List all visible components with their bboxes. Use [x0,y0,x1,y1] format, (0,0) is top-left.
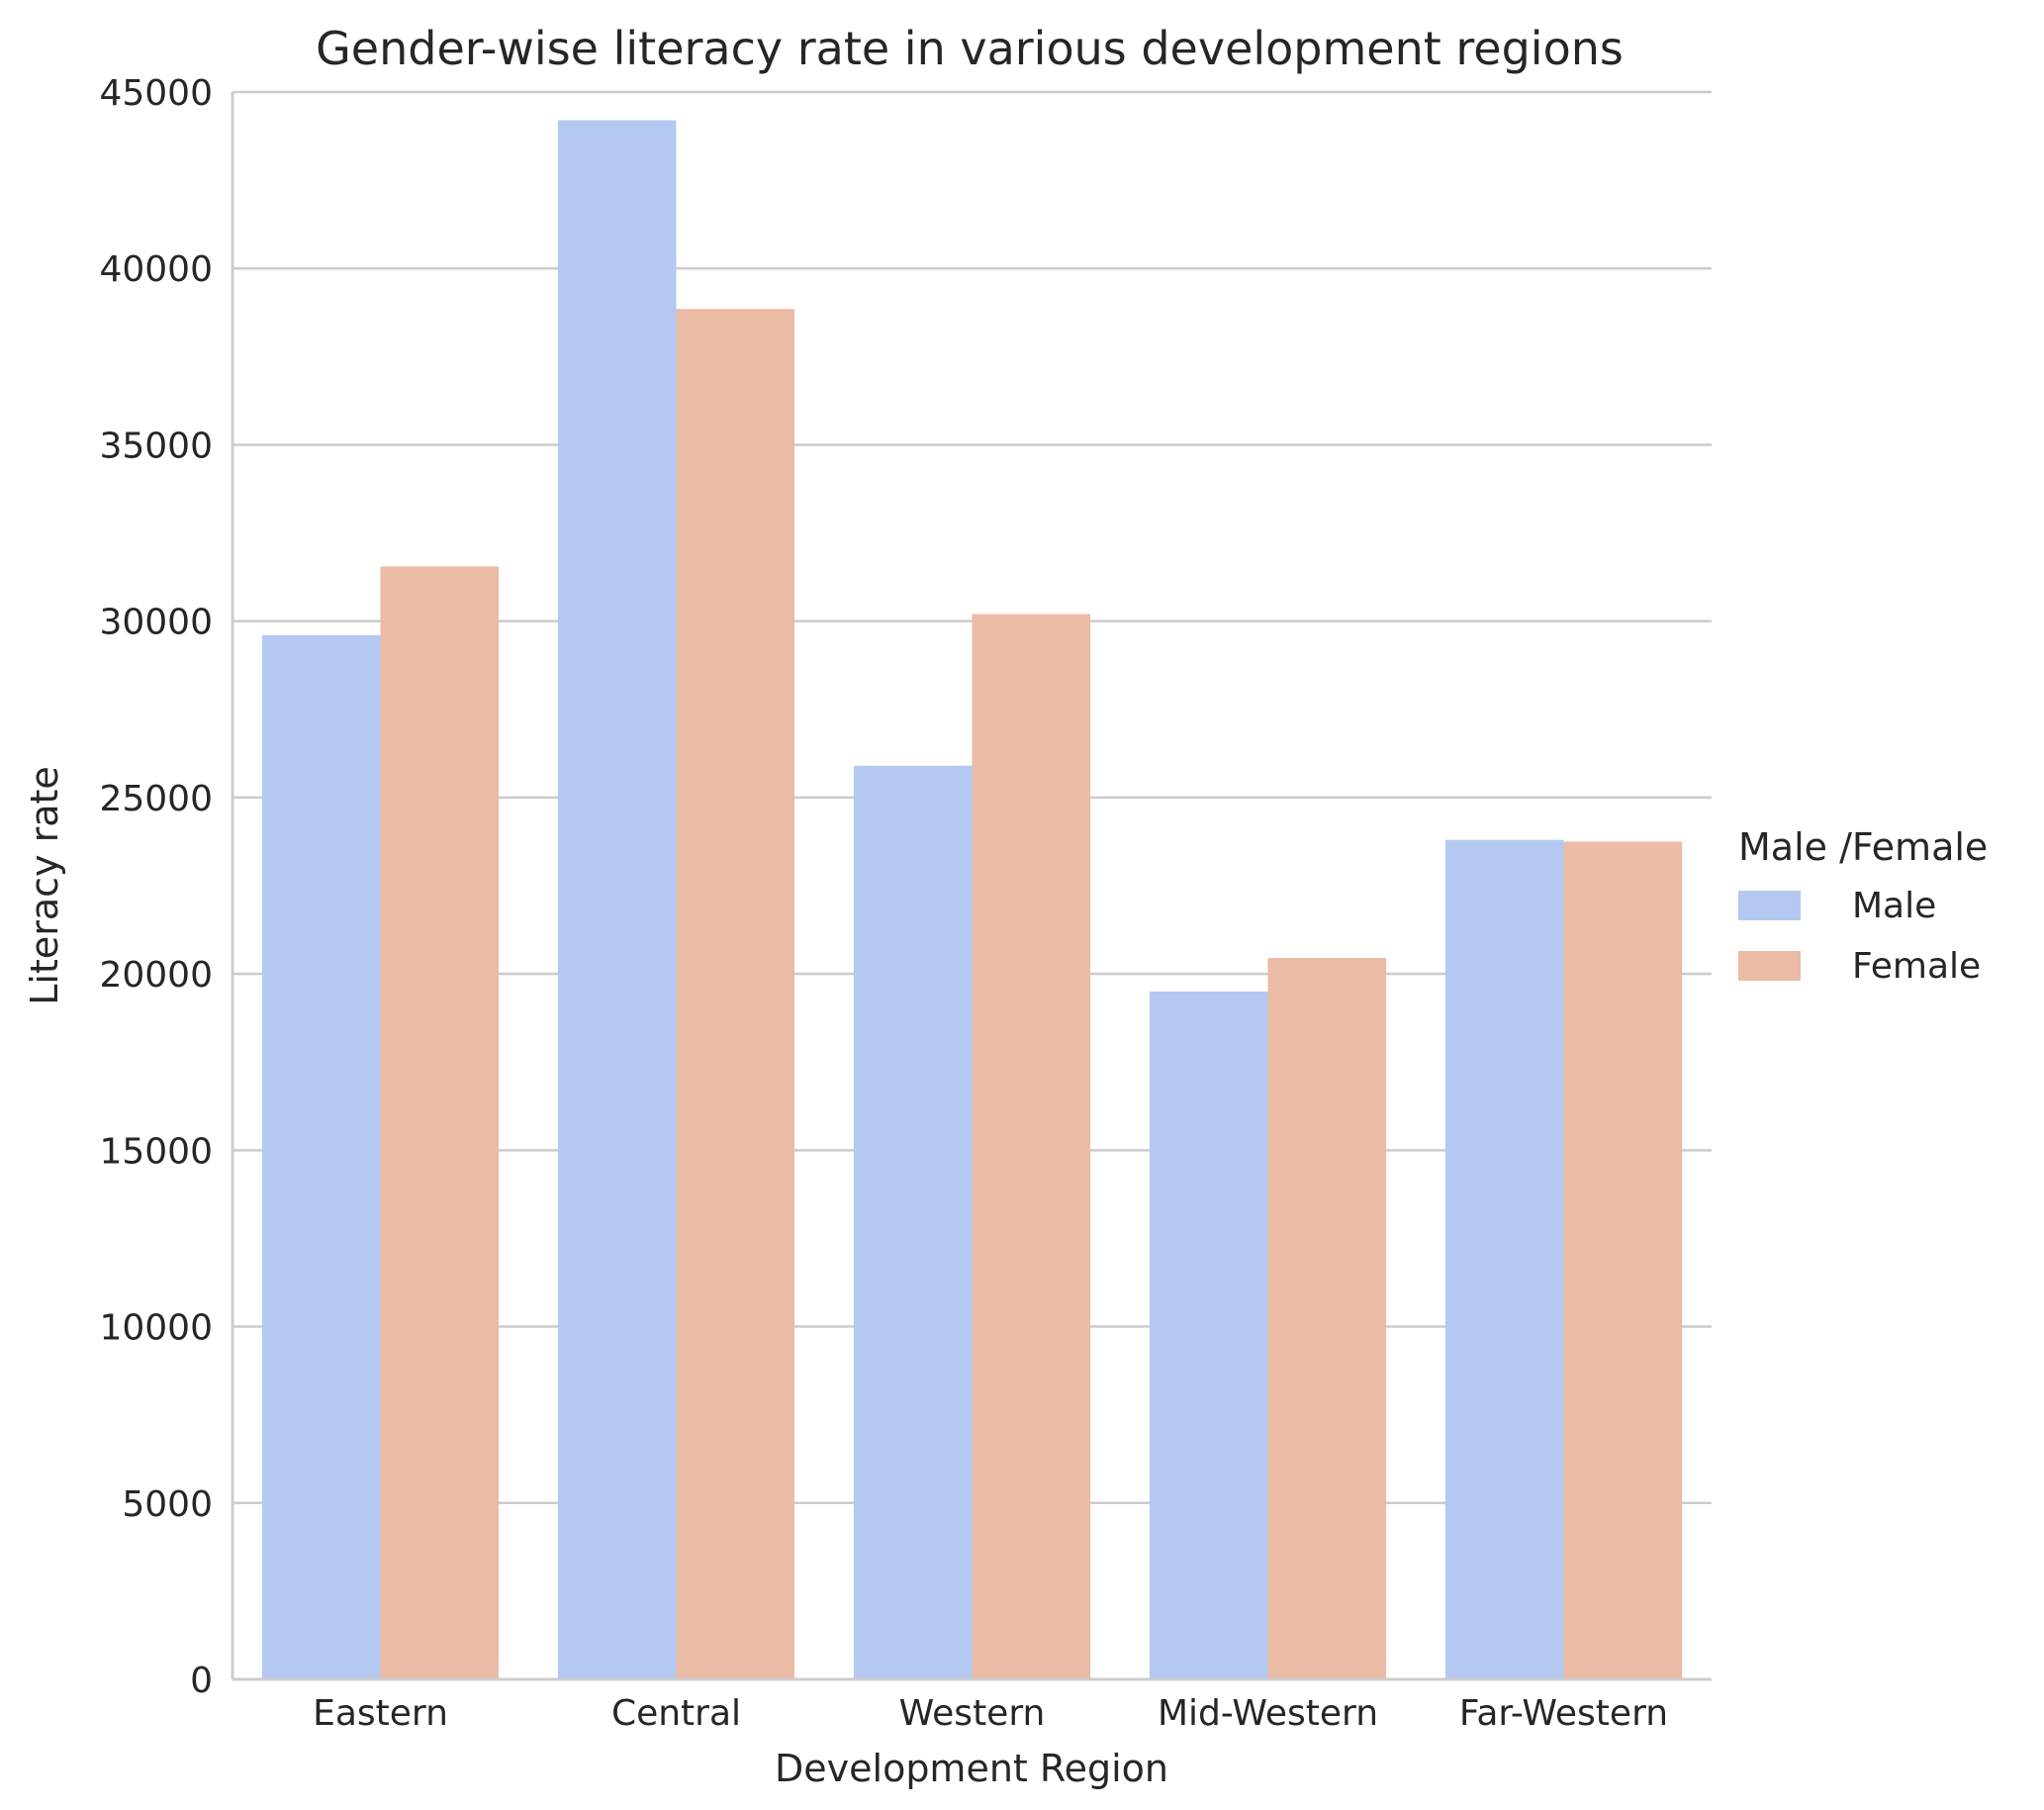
bar-male-eastern [261,634,381,1679]
x-axis-label: Development Region [775,1747,1168,1790]
x-tick-label: Western [899,1693,1046,1734]
bars [261,120,1683,1680]
y-tick-label: 45000 [99,73,213,114]
legend: Male /Female Male Female [1738,825,1988,987]
legend-title: Male /Female [1738,825,1988,869]
y-tick-label: 40000 [99,249,213,290]
bar-female-mid-western [1267,958,1387,1679]
legend-swatch-male [1738,891,1801,920]
y-tick-label: 10000 [99,1308,213,1349]
y-tick-label: 25000 [99,779,213,819]
y-tick-label: 0 [190,1661,213,1701]
y-tick-labels: 0 5000 10000 15000 20000 25000 30000 35000 40000… [99,73,213,1701]
y-tick-label: 5000 [122,1484,213,1525]
x-tick-labels: Eastern Central Western Mid-Western Far-West… [313,1693,1668,1734]
bar-female-central [676,309,795,1679]
legend-swatch-female [1738,951,1801,981]
bar-male-far-western [1444,839,1564,1679]
y-axis-label: Literacy rate [23,766,66,1005]
bar-female-eastern [380,566,500,1680]
legend-label-female: Female [1852,946,1981,987]
x-tick-label: Central [611,1693,741,1734]
bar-female-western [972,614,1091,1679]
bar-male-central [557,120,677,1680]
bar-male-western [853,765,973,1679]
chart-title: Gender-wise literacy rate in various dev… [316,22,1624,75]
x-tick-label: Mid-Western [1158,1693,1378,1734]
x-tick-label: Far-Western [1459,1693,1668,1734]
y-tick-label: 35000 [99,426,213,466]
legend-label-male: Male [1852,886,1936,926]
bar-female-far-western [1563,841,1683,1679]
y-tick-label: 15000 [99,1131,213,1172]
bar-male-mid-western [1149,991,1268,1679]
x-tick-label: Eastern [313,1693,448,1734]
y-tick-label: 20000 [99,955,213,996]
y-tick-label: 30000 [99,603,213,643]
